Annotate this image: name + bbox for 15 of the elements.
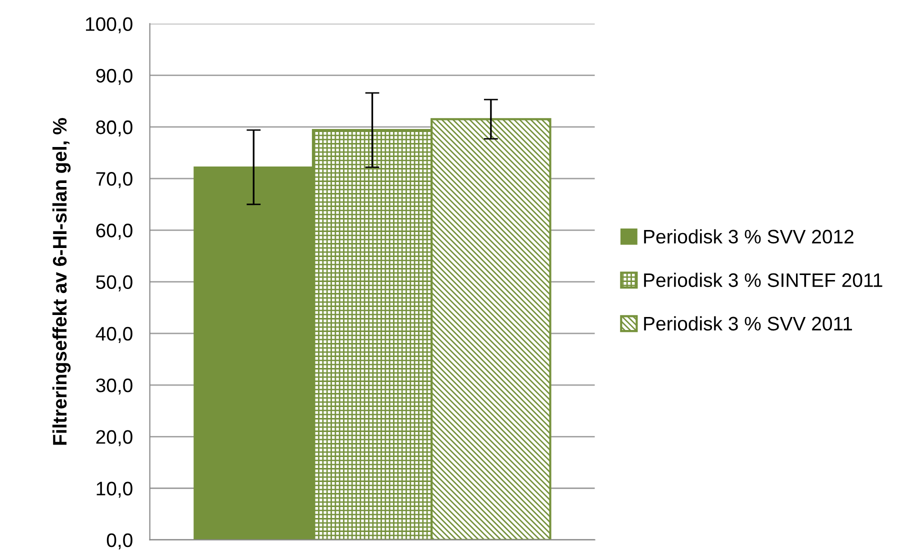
y-tick-label: 30,0 — [96, 378, 132, 395]
y-axis-title: Filtreringseffekt av 6-HI-silan gel, % — [52, 118, 71, 445]
y-tick-label: 0,0 — [106, 533, 132, 550]
y-tick-label: 50,0 — [96, 275, 132, 292]
legend-label: Periodisk 3 % SVV 2012 — [644, 229, 854, 244]
y-tick-label: 10,0 — [96, 482, 132, 498]
y-tick-label: 80,0 — [96, 120, 132, 136]
y-tick-label: 40,0 — [96, 326, 132, 343]
legend-label: Periodisk 3 % SVV 2011 — [644, 316, 852, 331]
y-tick-label: 100,0 — [86, 17, 132, 34]
legend-label: Periodisk 3 % SINTEF 2011 — [644, 272, 882, 288]
y-tick-label: 20,0 — [96, 430, 132, 446]
y-tick-label: 60,0 — [96, 224, 132, 240]
y-tick-label: 90,0 — [96, 68, 132, 85]
y-tick-label: 70,0 — [96, 172, 132, 188]
